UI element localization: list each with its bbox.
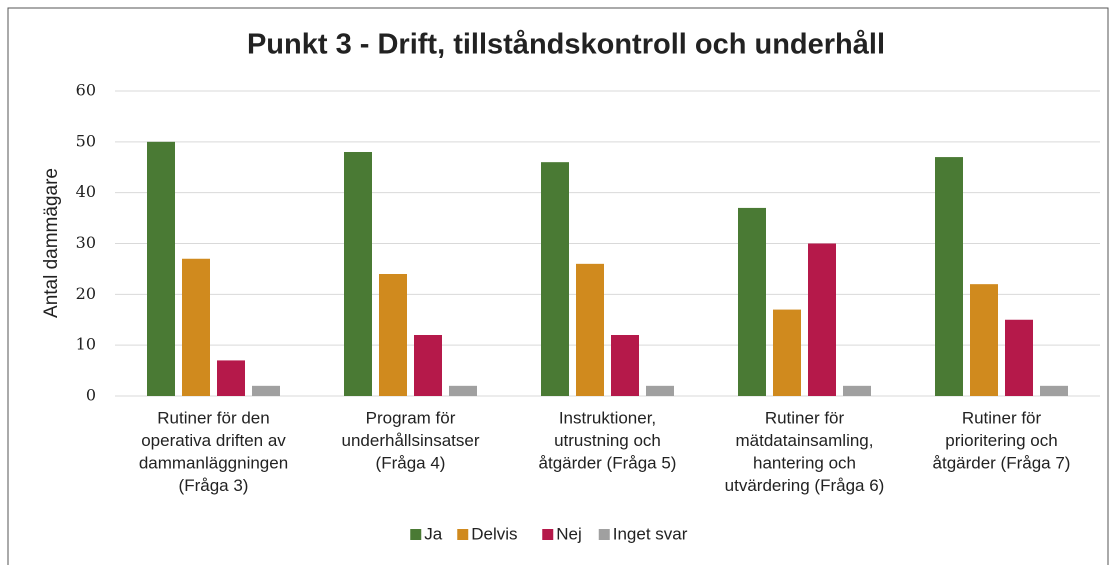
y-tick-label: 40 [76,182,96,201]
y-tick-label: 60 [76,81,96,100]
bar [773,309,801,396]
x-tick-label: Rutiner för den [157,408,269,427]
bar [449,385,477,396]
y-tick-label: 30 [76,233,96,252]
legend-swatch [457,529,469,540]
x-tick-label: (Fråga 3) [179,476,249,495]
x-tick-label: utrustning och [554,431,661,450]
bar [843,385,871,396]
chart-title: Punkt 3 - Drift, tillståndskontroll och … [247,29,885,61]
y-tick-label: 20 [76,284,96,303]
y-tick-label: 50 [76,131,96,150]
x-tick-label: prioritering och [945,431,1057,450]
y-axis-label: Antal dammägare [41,168,62,318]
x-tick-label: operativa driften av [141,431,286,450]
legend-label: Ja [424,524,443,543]
legend-swatch [410,529,422,540]
bar [808,243,836,396]
x-tick-label: åtgärder (Fråga 5) [539,453,677,472]
bar [379,274,407,396]
x-tick-label: mätdatainsamling, [736,431,874,450]
legend-swatch [598,529,610,540]
bar [576,263,604,396]
legend-label: Inget svar [613,524,688,543]
bar [541,162,569,396]
bar [611,335,639,396]
bar [182,258,210,396]
legend-swatch [542,529,554,540]
bar [935,157,963,396]
x-tick-label: hantering och [753,453,856,472]
bar [252,385,280,396]
x-tick-label: (Fråga 4) [376,453,446,472]
y-tick-label: 10 [76,335,96,354]
legend-label: Delvis [471,524,517,543]
x-tick-label: Rutiner för [765,408,845,427]
x-tick-label: Program för [366,408,456,427]
bar [217,360,245,396]
bar [1040,385,1068,396]
bar [344,152,372,396]
bar [147,141,175,396]
bar [414,335,442,396]
bar [646,385,674,396]
y-tick-label: 0 [86,386,96,405]
bar [738,207,766,396]
x-tick-label: dammanläggningen [139,453,288,472]
x-tick-label: åtgärder (Fråga 7) [933,453,1071,472]
legend-label: Nej [556,524,582,543]
x-tick-label: underhållsinsatser [342,431,480,450]
bar [970,284,998,396]
bar [1005,319,1033,396]
x-tick-label: utvärdering (Fråga 6) [725,476,885,495]
x-tick-label: Instruktioner, [559,408,656,427]
x-tick-label: Rutiner för [962,408,1042,427]
